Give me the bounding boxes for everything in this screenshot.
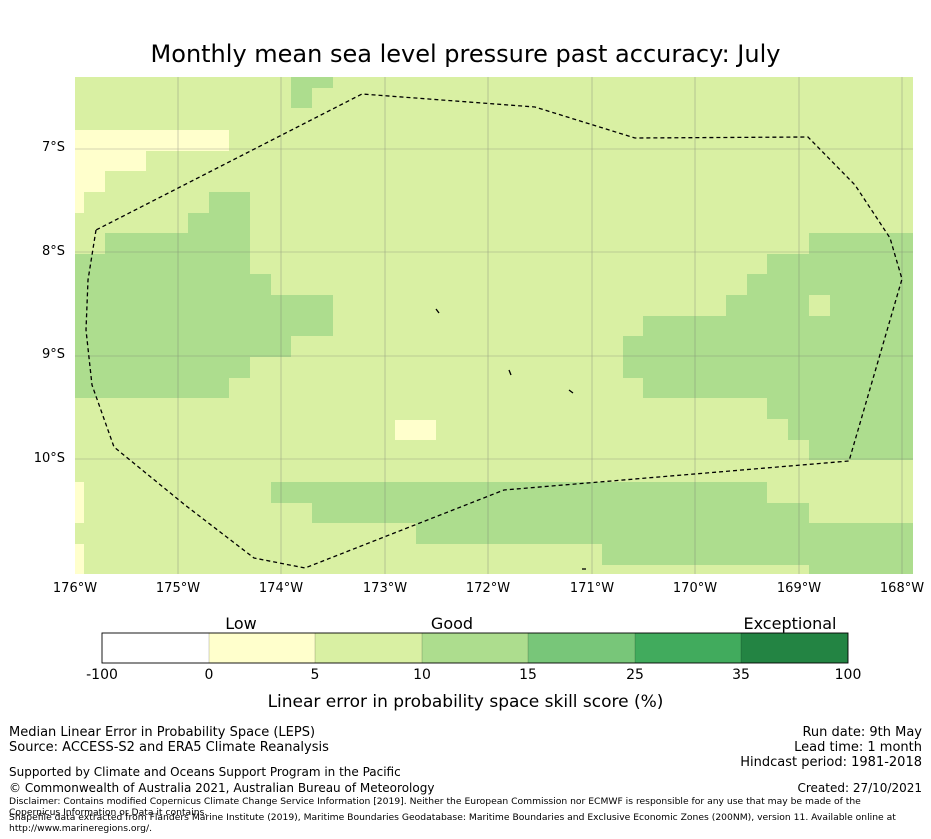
colorbar-segment [528,633,635,663]
lat-label: 7°S [41,140,65,155]
disclaimer-text: Disclaimer: Contains modified Copernicus… [9,796,861,818]
colorbar-tick: 10 [413,667,431,683]
map-title: Monthly mean sea level pressure past acc… [150,40,781,68]
colorbar-segment [422,633,528,663]
colorbar-tick: 0 [204,667,214,683]
colorbar-tick: 15 [519,667,537,683]
colorbar-segment [102,633,209,663]
colorbar-category-exceptional: Exceptional [743,614,837,633]
lon-label: 169°W [776,581,822,596]
colorbar-segment [315,633,422,663]
good-skill-patches [75,77,913,574]
lon-label: 175°W [155,581,201,596]
run-date: Run date: 9th May [802,725,922,740]
good-skill-hole [809,295,830,316]
colorbar-category-good: Good [430,614,474,633]
lat-label: 8°S [41,244,65,259]
colorbar-segment [635,633,741,663]
footer-supported: Supported by Climate and Oceans Support … [9,765,401,779]
shapefile-credit: Shapefile data extracted from Flanders M… [9,812,896,834]
lon-label: 168°W [879,581,925,596]
lon-label: 176°W [52,581,98,596]
colorbar-segment [209,633,315,663]
island-marks [435,308,586,570]
lon-label: 171°W [569,581,615,596]
lon-label: 170°W [672,581,718,596]
colorbar-tick: 25 [626,667,644,683]
lon-label: 174°W [258,581,304,596]
colorbar-tick: 5 [310,667,320,683]
footer-source: Source: ACCESS-S2 and ERA5 Climate Reana… [9,740,329,755]
colorbar-tick: -100 [86,667,118,683]
footer-method: Median Linear Error in Probability Space… [9,725,316,740]
colorbar-tick: 35 [732,667,750,683]
low-skill-patches [75,130,436,574]
created-date: Created: 27/10/2021 [797,781,922,795]
footer-copyright: © Commonwealth of Australia 2021, Austra… [9,781,435,795]
colorbar [101,632,849,664]
lat-label: 10°S [33,451,65,466]
lon-label: 173°W [362,581,408,596]
colorbar-label: Linear error in probability space skill … [267,692,664,712]
hindcast-period: Hindcast period: 1981-2018 [740,755,922,770]
lon-label: 172°W [465,581,511,596]
lat-label: 9°S [41,347,65,362]
lead-time: Lead time: 1 month [794,740,922,755]
colorbar-category-low: Low [225,614,257,633]
colorbar-segment [741,633,848,663]
gridlines [75,77,913,574]
colorbar-tick: 100 [834,667,862,683]
